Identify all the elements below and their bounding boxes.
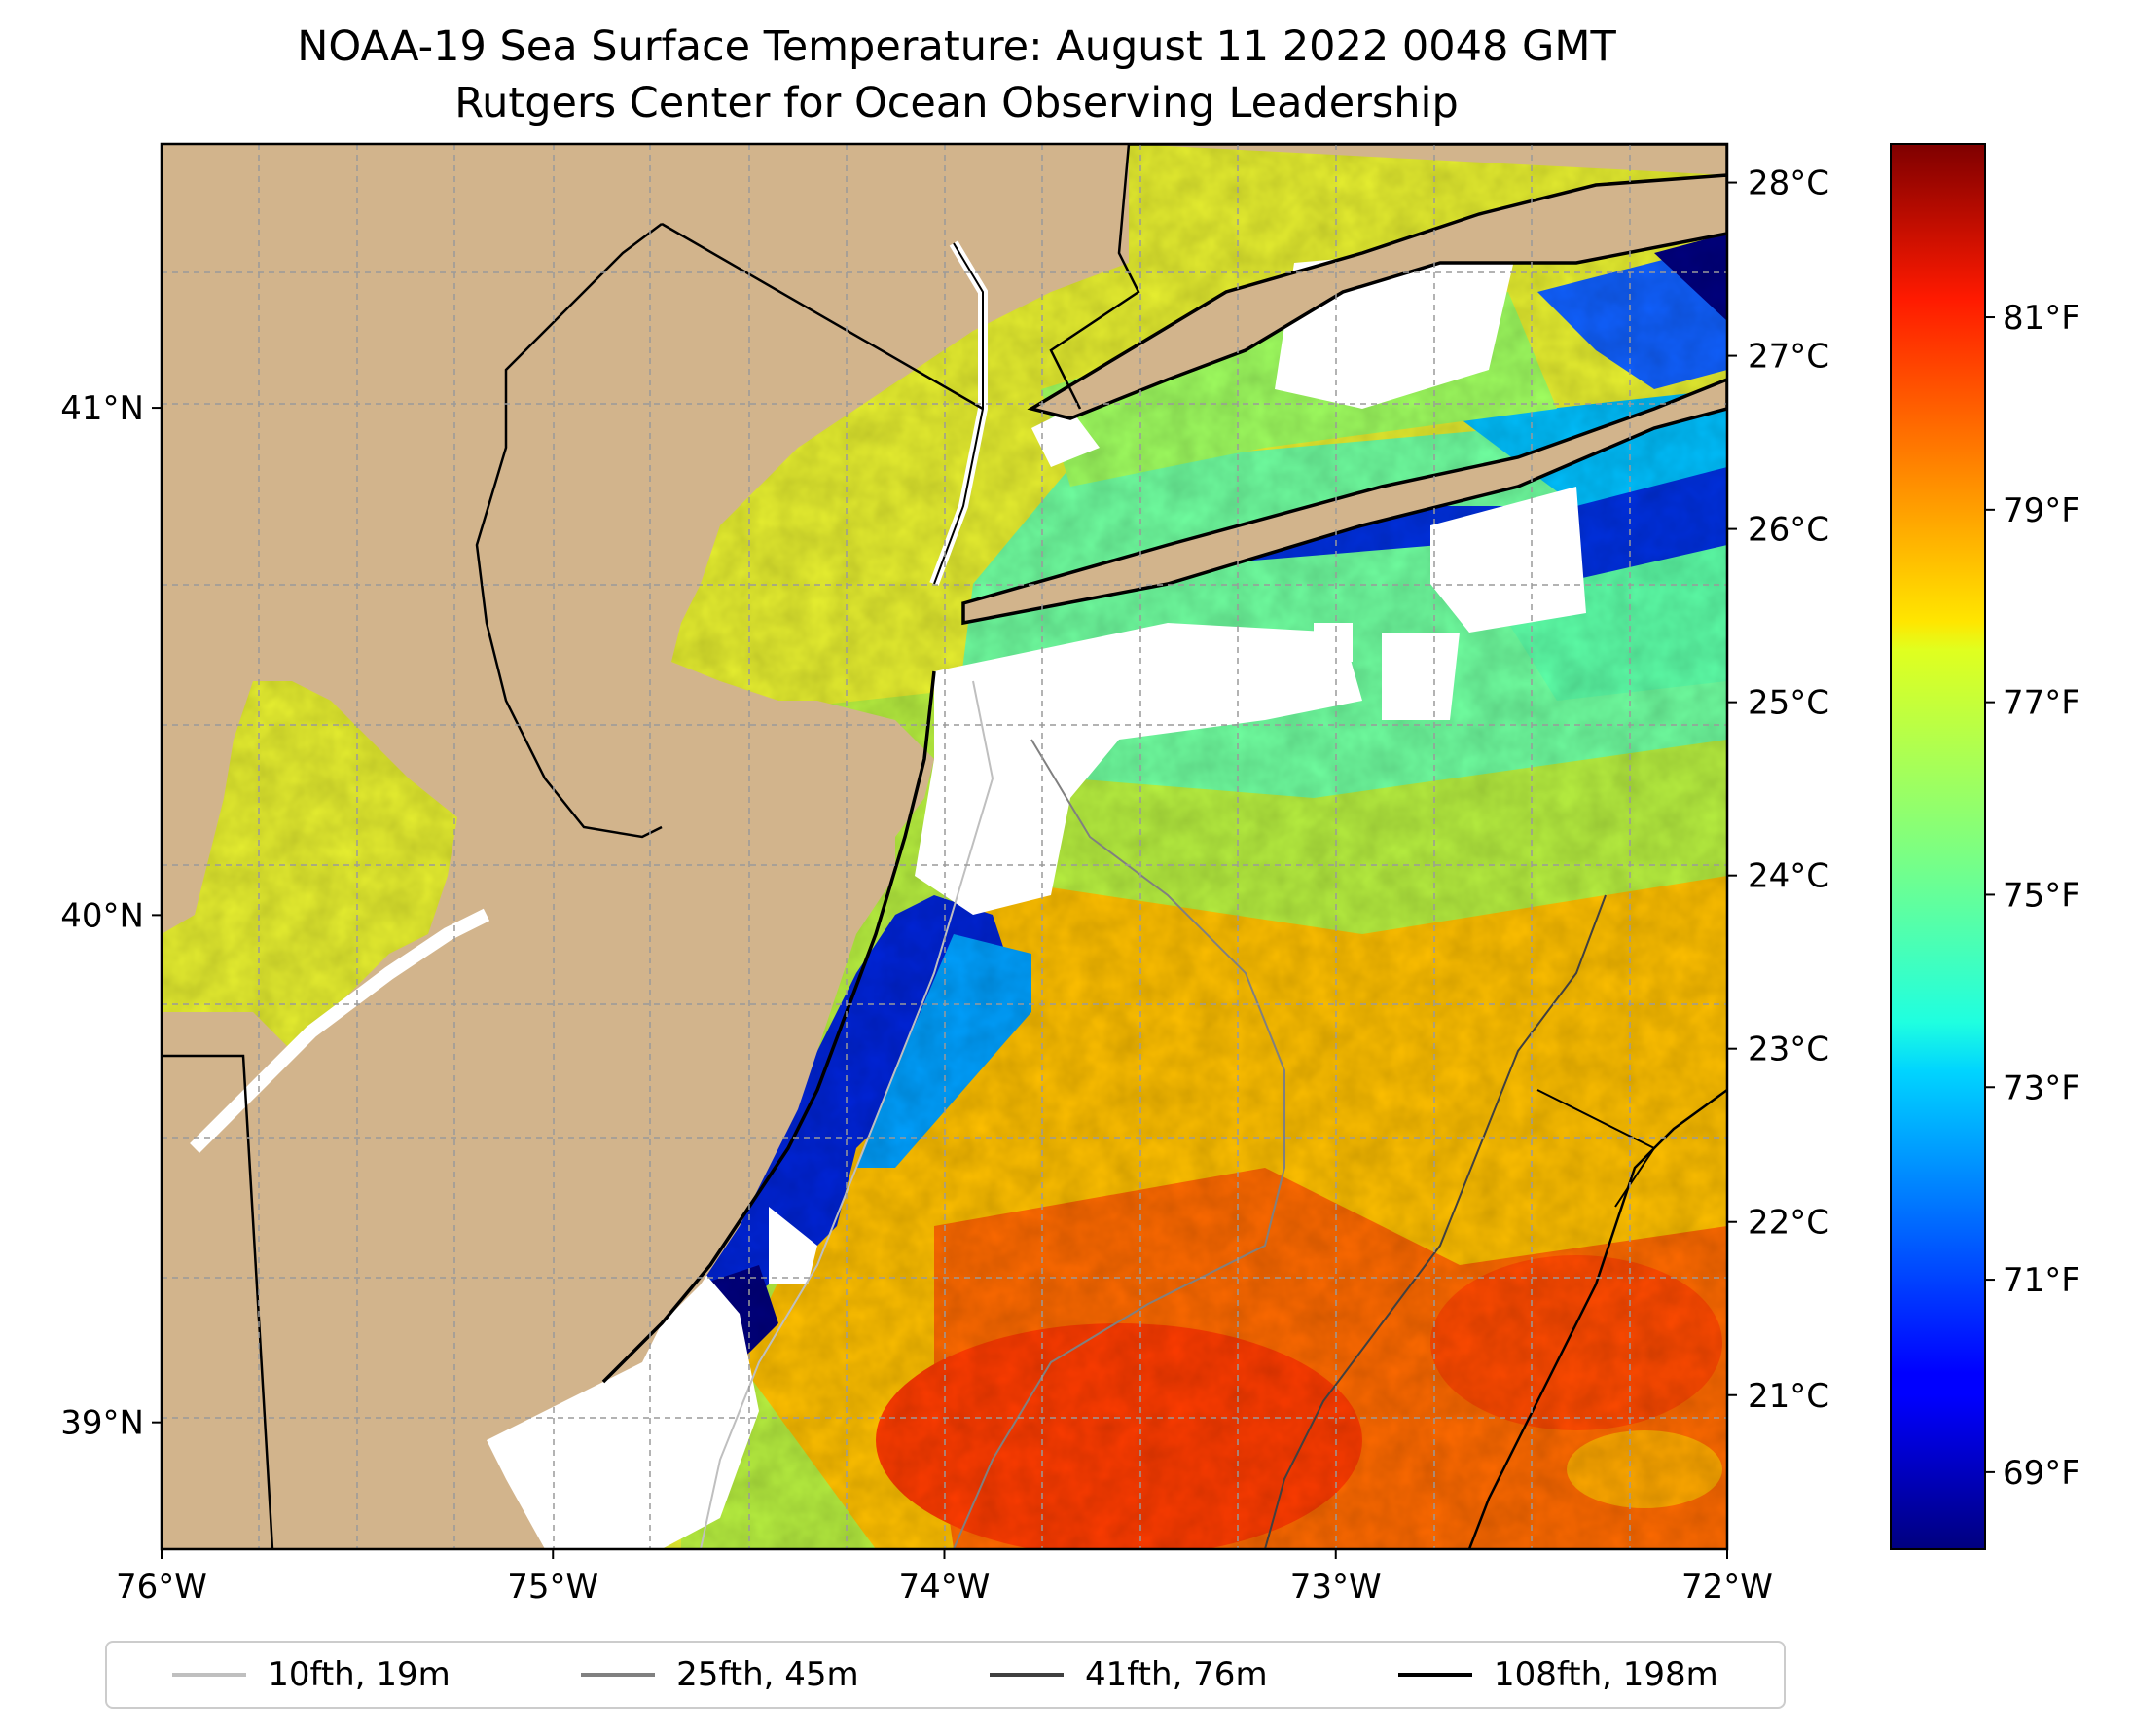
map-title: NOAA-19 Sea Surface Temperature: August … — [297, 22, 1616, 71]
y-tick-label: 39°N — [60, 1404, 144, 1443]
colorbar — [1890, 143, 1986, 1550]
legend-label: 10fth, 19m — [268, 1655, 451, 1694]
no-data-patch — [1031, 409, 1100, 467]
map-gridlines — [162, 144, 1727, 1549]
x-tick-label: 73°W — [1290, 1568, 1382, 1607]
contour-45m — [953, 739, 1285, 1549]
no-data-patch — [1314, 623, 1353, 662]
state-border-ny-nj — [661, 222, 984, 411]
colorbar-c-tick-label: 21°C — [1748, 1377, 1829, 1416]
map-subtitle: Rutgers Center for Ocean Observing Leade… — [454, 79, 1459, 127]
no-data-patch — [1430, 487, 1586, 633]
map-area — [162, 144, 1727, 1549]
colorbar-f-tick-label: 71°F — [2003, 1261, 2080, 1300]
no-data-patch — [769, 1207, 817, 1284]
legend-line-swatch — [172, 1673, 247, 1677]
legend-line-swatch — [581, 1673, 656, 1677]
colorbar-f-tick-label: 79°F — [2003, 491, 2080, 530]
colorbar-f-tick-label: 77°F — [2003, 684, 2080, 723]
y-axis-ticks: 41°N 40°N 39°N — [60, 389, 162, 1443]
colorbar-c-tick-label: 25°C — [1748, 684, 1829, 723]
legend-item: 25fth, 45m — [581, 1655, 859, 1694]
legend-label: 41fth, 76m — [1085, 1655, 1268, 1694]
colorbar-c-tick-label: 23°C — [1748, 1031, 1829, 1069]
land-long-island — [961, 378, 1727, 626]
contour-198m — [1467, 1088, 1727, 1549]
colorbar-f-tick-label: 81°F — [2003, 299, 2080, 338]
contour-legend: 10fth, 19m 25fth, 45m 41fth, 76m 108fth, 19… — [105, 1641, 1786, 1709]
x-tick-label: 76°W — [116, 1568, 207, 1607]
colorbar-f-tick-label: 75°F — [2003, 876, 2080, 915]
colorbar-c-tick-label: 24°C — [1748, 857, 1829, 896]
land-delmarva — [162, 1012, 545, 1549]
colorbar-c-tick-label: 27°C — [1748, 338, 1829, 377]
state-border-nj-pa — [475, 223, 663, 839]
x-tick-label: 74°W — [899, 1568, 991, 1607]
x-tick-label: 75°W — [507, 1568, 598, 1607]
contour-19m — [700, 680, 994, 1549]
legend-line-swatch — [990, 1673, 1065, 1677]
no-data-patch — [1382, 633, 1460, 720]
legend-label: 108fth, 198m — [1493, 1655, 1718, 1694]
colorbar-c-tick-label: 28°C — [1748, 164, 1829, 203]
y-tick-label: 41°N — [60, 389, 144, 428]
colorbar-f-tick-label: 69°F — [2003, 1454, 2080, 1493]
colorbar-fahrenheit-ticks: 81°F 79°F 77°F 75°F 73°F 71°F 69°F — [1985, 299, 2080, 1493]
legend-item: 108fth, 198m — [1397, 1655, 1718, 1694]
land-connecticut — [1027, 144, 1727, 420]
x-tick-label: 72°W — [1681, 1568, 1773, 1607]
state-border-ny-ct — [1049, 144, 1140, 410]
legend-item: 41fth, 76m — [990, 1655, 1268, 1694]
no-data-patch — [915, 623, 1362, 915]
x-axis-ticks: 76°W 75°W 74°W 73°W 72°W — [116, 1549, 1773, 1607]
colorbar-f-tick-label: 73°F — [2003, 1068, 2080, 1107]
nj-coastline — [601, 670, 936, 1384]
colorbar-celsius-ticks: 28°C 27°C 26°C 25°C 24°C 23°C 22°C 21°C — [1727, 164, 1829, 1416]
state-border-de — [162, 1054, 274, 1549]
contour-198m-lobe — [1536, 1089, 1656, 1208]
legend-label: 25fth, 45m — [676, 1655, 859, 1694]
colorbar-c-tick-label: 26°C — [1748, 511, 1829, 550]
no-data-delaware-bay — [448, 1246, 759, 1549]
legend-line-swatch — [1397, 1673, 1472, 1677]
y-tick-label: 40°N — [60, 896, 144, 935]
colorbar-c-tick-label: 22°C — [1748, 1204, 1829, 1243]
legend-item: 10fth, 19m — [172, 1655, 451, 1694]
land-northeast — [162, 144, 1129, 1460]
contour-76m — [1264, 894, 1607, 1549]
